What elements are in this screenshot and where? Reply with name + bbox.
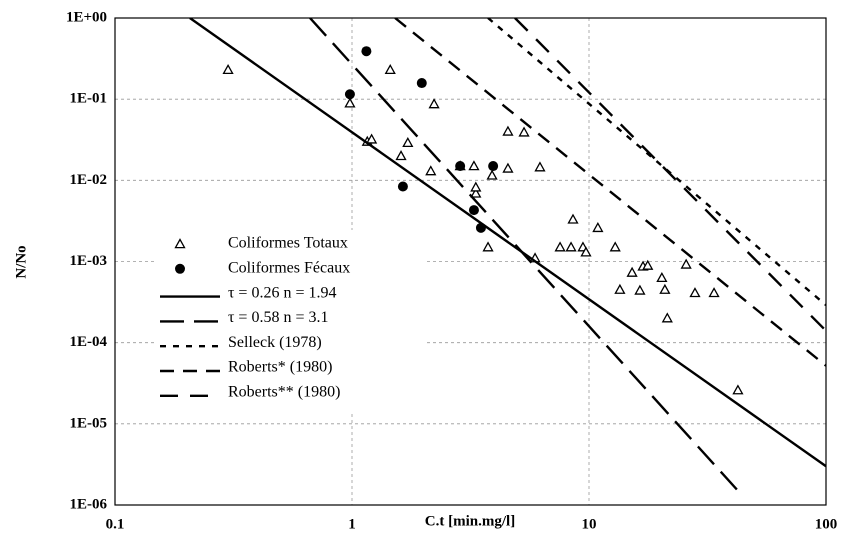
model-line (394, 18, 826, 367)
triangle-point (609, 241, 621, 252)
y-tick-label: 1E-01 (70, 91, 108, 107)
legend-label: τ = 0.58 n = 3.1 (228, 309, 328, 326)
x-tick-label: 0.1 (106, 516, 125, 532)
triangle-point (634, 284, 646, 295)
model-line (189, 18, 826, 468)
triangle-point (470, 187, 482, 198)
triangle-point (395, 150, 407, 161)
triangle-point (222, 63, 234, 75)
triangle-point (732, 384, 744, 395)
circle-point (397, 181, 408, 192)
triangle-point (502, 162, 514, 173)
triangle-point (554, 241, 566, 252)
triangle-point (689, 287, 701, 298)
triangle-point (661, 312, 673, 323)
triangle-point (580, 246, 592, 257)
legend-marker (174, 238, 186, 249)
triangle-point (428, 98, 440, 109)
triangle-point (502, 125, 514, 136)
y-tick-label: 1E-04 (70, 334, 108, 350)
circle-point (361, 46, 372, 57)
x-tick-label: 1 (348, 516, 356, 532)
triangle-point (680, 258, 692, 269)
triangle-point (470, 181, 482, 192)
triangle-point (626, 266, 638, 277)
triangle-point (656, 271, 668, 283)
legend-label: Roberts** (1980) (228, 383, 340, 400)
circle-point (455, 161, 466, 172)
triangle-point (425, 165, 437, 176)
legend-label: Coliformes Fécaux (228, 259, 350, 276)
y-axis-label: N/No (13, 245, 29, 278)
legend-marker (175, 263, 185, 274)
legend-label: Coliformes Totaux (228, 235, 348, 252)
triangle-point (592, 221, 604, 233)
x-tick-label: 10 (582, 516, 597, 532)
legend-label: Selleck (1978) (228, 334, 322, 351)
triangle-point (518, 126, 530, 137)
y-tick-label: 1E-05 (70, 415, 108, 431)
y-tick-label: 1E-03 (70, 253, 108, 269)
triangle-point (565, 241, 577, 252)
circle-point (468, 205, 479, 216)
triangle-point (708, 287, 720, 298)
triangle-point (534, 161, 546, 172)
x-tick-label: 100 (815, 516, 838, 532)
triangle-point (614, 283, 626, 294)
triangle-point (384, 63, 396, 75)
triangle-point (659, 283, 671, 294)
circle-point (488, 161, 499, 172)
plot-frame (114, 17, 827, 506)
circle-point (344, 89, 355, 100)
legend-label: τ = 0.26 n = 1.94 (228, 284, 336, 301)
x-axis-label: C.t [min.mg/l] (425, 513, 515, 529)
triangle-point (567, 213, 579, 224)
triangle-point (366, 133, 378, 144)
model-line (309, 18, 739, 492)
circle-point (416, 78, 427, 89)
model-line (514, 18, 826, 332)
triangle-point (344, 97, 356, 108)
triangle-point (642, 259, 654, 270)
triangle-point (482, 241, 494, 252)
y-tick-label: 1E+00 (66, 9, 107, 25)
y-tick-label: 1E-06 (70, 496, 108, 512)
triangle-point (468, 160, 480, 171)
legend-label: Roberts* (1980) (228, 359, 332, 376)
y-tick-label: 1E-02 (70, 172, 108, 188)
triangle-point (486, 169, 498, 180)
model-line (487, 18, 826, 307)
triangle-point (402, 136, 414, 148)
